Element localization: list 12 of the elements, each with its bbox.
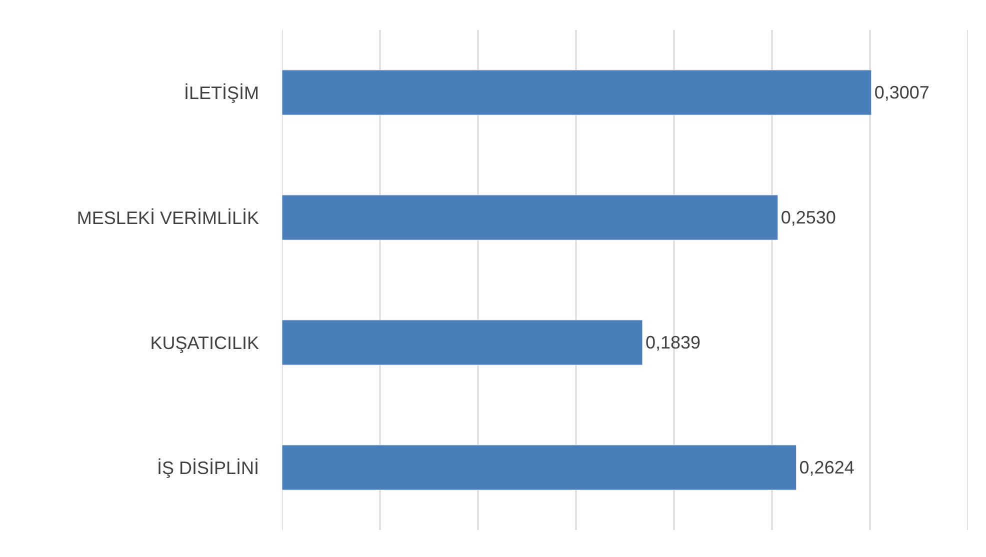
data-label: 0,2530 bbox=[780, 208, 836, 228]
y-tick-label: İŞ DİSİPLİNİ bbox=[156, 458, 259, 478]
bar bbox=[282, 444, 797, 490]
data-label: 0,1839 bbox=[645, 332, 701, 352]
data-label: 0,2624 bbox=[799, 458, 854, 478]
data-label: 0,3007 bbox=[874, 82, 930, 102]
bar bbox=[282, 194, 778, 240]
bar bbox=[282, 70, 872, 116]
y-tick-label: KUŞATICILIK bbox=[150, 332, 259, 353]
y-tick-label: MESLEKİ VERİMLİLİK bbox=[76, 208, 259, 228]
y-tick-label: İLETİŞİM bbox=[184, 82, 259, 103]
bar bbox=[282, 320, 643, 366]
